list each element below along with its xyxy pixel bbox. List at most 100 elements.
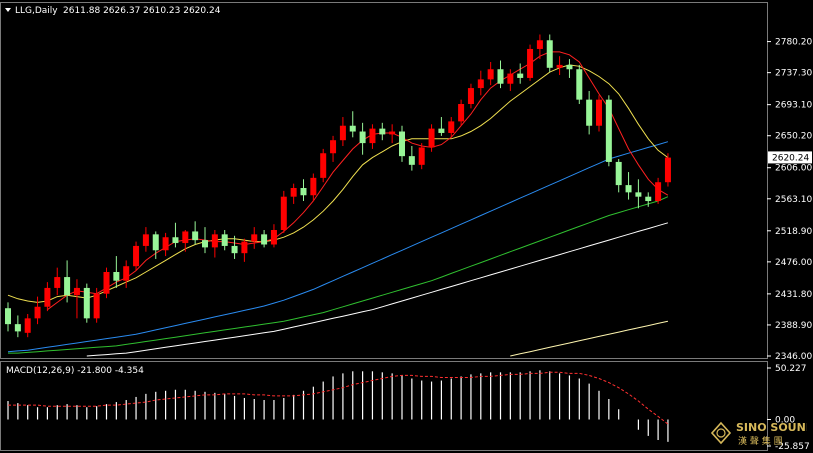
- candle-body-11: [113, 272, 120, 281]
- macd-tick-label-2: -25.857: [775, 442, 810, 452]
- candle-body-14: [142, 234, 149, 246]
- candle-body-6: [64, 277, 71, 296]
- candle-body-34: [339, 125, 346, 141]
- candle-body-29: [290, 188, 297, 197]
- candle-body-23: [231, 245, 238, 254]
- ma-lightyellow-line: [510, 320, 669, 357]
- candle-body-43: [428, 128, 435, 148]
- macd-label: MACD(12,26,9) -21.800 -4.354: [6, 366, 144, 376]
- price-tick-label-9: 2388.90: [775, 321, 812, 331]
- price-tick-label-3: 2650.20: [775, 132, 812, 142]
- candle-body-49: [487, 69, 494, 80]
- candle-body-24: [241, 241, 248, 254]
- candle-body-25: [251, 234, 258, 242]
- price-tick-label-2: 2693.10: [775, 101, 812, 111]
- price-tick-label-4: 2606.00: [775, 164, 812, 174]
- candle-body-32: [320, 153, 327, 178]
- chart-title: LLG,Daily: [15, 6, 58, 16]
- candle-body-9: [93, 293, 100, 319]
- ma-blue-line: [7, 141, 669, 353]
- current-price-box: [768, 151, 812, 164]
- candle-body-17: [172, 237, 179, 244]
- candle-body-58: [576, 69, 583, 100]
- candle-body-27: [270, 230, 277, 245]
- candle-body-8: [83, 287, 90, 319]
- candle-body-16: [162, 237, 169, 251]
- candle-body-48: [477, 79, 484, 89]
- candle-body-64: [635, 192, 642, 197]
- candle-body-62: [615, 161, 622, 186]
- candle-body-53: [527, 48, 534, 78]
- macd-tick-label-1: 0.00: [775, 415, 795, 425]
- macd-tick-label-0: 50.227: [775, 364, 807, 374]
- ma-white-line: [86, 222, 669, 357]
- ohlc-readout: 2611.88 2626.37 2610.23 2620.24: [63, 6, 221, 16]
- candle-body-39: [389, 131, 396, 135]
- candle-body-44: [438, 128, 445, 133]
- candle-body-54: [536, 40, 543, 49]
- macd-plot: [7, 370, 669, 442]
- candle-body-65: [645, 196, 652, 202]
- candle-body-1: [14, 324, 21, 332]
- candle-body-57: [566, 64, 573, 70]
- candle-body-7: [73, 287, 80, 296]
- price-tick-label-10: 2346.00: [775, 352, 812, 362]
- candle-body-37: [369, 128, 376, 144]
- candle-body-63: [625, 185, 632, 193]
- logo-circle-icon: [716, 428, 726, 438]
- candle-body-22: [221, 234, 228, 246]
- candle-body-59: [586, 99, 593, 126]
- candle-body-36: [359, 131, 366, 144]
- candle-body-38: [379, 128, 386, 135]
- candle-body-47: [467, 88, 474, 104]
- ma-yellow-line: [7, 64, 669, 303]
- candle-body-26: [261, 234, 268, 245]
- logo-text-cn: 漢 聲 集 團: [738, 435, 783, 447]
- current-price-label: 2620.24: [772, 153, 809, 163]
- price-tick-label-8: 2431.80: [775, 290, 812, 300]
- ma-green-line: [8, 196, 669, 354]
- candle-body-33: [330, 140, 337, 154]
- candle-body-41: [408, 156, 415, 165]
- price-tick-label-6: 2518.90: [775, 227, 812, 237]
- macd-signal-line: [8, 371, 669, 425]
- candle-body-40: [399, 131, 405, 157]
- candle-body-3: [34, 306, 41, 319]
- dropdown-triangle-icon[interactable]: [5, 8, 11, 12]
- candle-body-13: [133, 245, 140, 267]
- candle-body-31: [310, 177, 317, 196]
- candle-body-35: [349, 125, 356, 132]
- sino-sound-logo: SINO SOUND 漢 聲 集 團: [711, 421, 807, 447]
- ma-red-line: [47, 51, 669, 311]
- candle-body-12: [123, 266, 130, 281]
- candle-body-42: [418, 147, 425, 165]
- price-tick-label-0: 2780.20: [775, 38, 812, 48]
- candle-body-55: [546, 40, 553, 68]
- price-axis: 2780.20 2737.30 2693.10 2650.20 2606.00 2563.…: [767, 38, 812, 362]
- candle-body-30: [300, 188, 307, 196]
- price-tick-label-1: 2737.30: [775, 69, 812, 79]
- candle-body-20: [202, 240, 208, 248]
- logo-diamond-icon: [711, 421, 732, 445]
- candle-body-28: [280, 196, 287, 230]
- candle-body-0: [5, 308, 11, 325]
- price-tick-label-7: 2476.00: [775, 258, 812, 268]
- candle-body-5: [54, 277, 61, 288]
- candle-body-19: [192, 231, 199, 241]
- candle-body-61: [605, 99, 612, 162]
- candle-body-2: [24, 318, 31, 333]
- candle-body-60: [596, 99, 602, 126]
- candle-body-56: [556, 64, 563, 68]
- candle-body-52: [517, 73, 524, 78]
- macd-axis: 50.227 0.00 -25.857: [767, 364, 810, 452]
- candle-body-51: [507, 73, 514, 84]
- price-tick-label-5: 2563.10: [775, 195, 812, 205]
- macd-pane-frame: [0, 361, 768, 451]
- candle-body-21: [211, 234, 218, 248]
- candle-body-66: [655, 182, 662, 202]
- candle-body-15: [152, 234, 159, 251]
- main-plot: [5, 34, 671, 357]
- candle-body-67: [664, 157, 671, 183]
- candle-body-4: [44, 287, 51, 307]
